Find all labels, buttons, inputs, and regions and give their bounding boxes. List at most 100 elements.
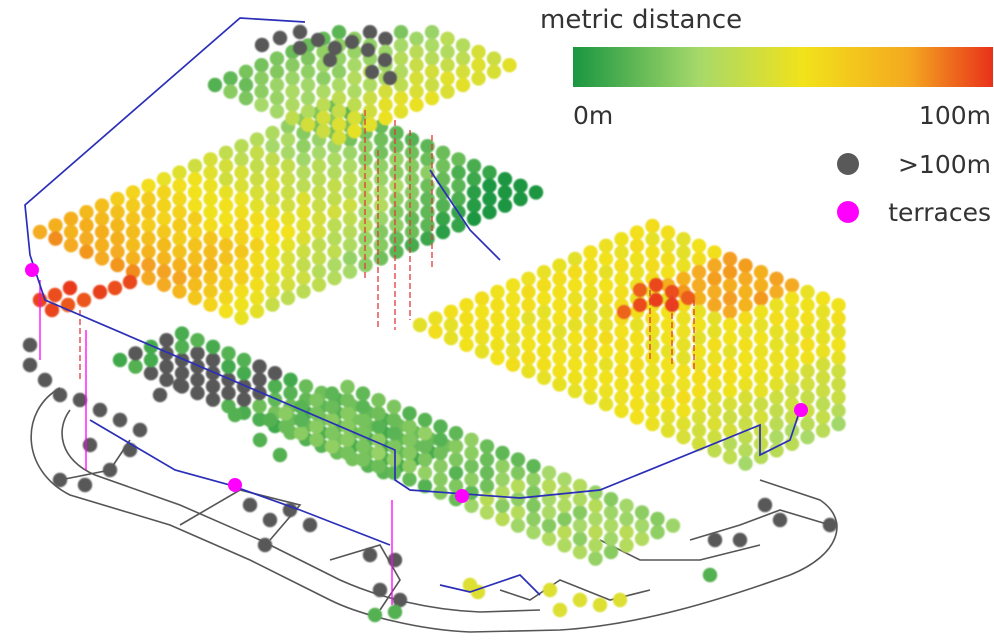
distance-dot — [557, 538, 572, 553]
distance-dot — [298, 379, 314, 394]
distance-dot — [784, 304, 800, 319]
legend-color-scale — [573, 47, 993, 87]
distance-dot — [691, 251, 707, 267]
distance-dot — [409, 71, 424, 86]
distance-dot — [110, 218, 125, 233]
distance-dot — [831, 364, 846, 379]
distance-dot — [285, 110, 300, 126]
distance-dot — [603, 492, 619, 507]
distance-dot — [598, 397, 614, 412]
distance-dots — [22, 24, 846, 623]
distance-dot — [474, 304, 490, 319]
distance-dot — [629, 238, 645, 253]
distance-dot — [552, 377, 567, 392]
distance-dot — [464, 459, 479, 474]
distance-dot — [583, 271, 598, 286]
distance-dot — [280, 264, 296, 279]
distance-dot — [280, 290, 296, 306]
distance-dot — [676, 364, 691, 379]
distance-dot — [234, 218, 249, 233]
distance-dot — [125, 238, 141, 253]
distance-dot — [588, 485, 603, 500]
distance-dot — [296, 284, 311, 299]
distance-dot — [141, 271, 156, 286]
distance-dot — [417, 452, 433, 467]
distance-dot — [676, 377, 691, 392]
distance-dot — [536, 370, 552, 385]
distance-dot — [249, 264, 265, 279]
distance-dot — [37, 372, 53, 388]
distance-dot — [424, 91, 440, 106]
distance-dot — [172, 377, 188, 393]
distance-dot — [412, 317, 428, 333]
distance-dot — [203, 218, 218, 233]
distance-dot — [831, 350, 846, 366]
distance-dot — [311, 198, 327, 213]
distance-dot — [536, 357, 552, 372]
distance-dot — [769, 403, 784, 418]
distance-dot — [112, 412, 128, 428]
distance-dot — [285, 71, 300, 86]
distance-dot — [707, 403, 722, 418]
distance-dot — [722, 331, 738, 346]
distance-dot — [293, 412, 309, 428]
distance-dot — [660, 344, 676, 359]
distance-dot — [588, 525, 603, 540]
distance-dot — [650, 525, 665, 540]
distance-dot — [567, 251, 583, 267]
distance-dot — [174, 339, 190, 354]
distance-dot — [707, 416, 722, 432]
distance-dot — [296, 231, 311, 246]
distance-dot — [479, 439, 495, 454]
distance-dot — [282, 502, 298, 518]
distance-dot — [311, 145, 327, 160]
distance-dot — [583, 377, 598, 392]
distance-dot — [769, 443, 784, 458]
distance-dot — [629, 317, 645, 333]
distance-dot — [455, 77, 471, 93]
distance-dot — [234, 152, 249, 167]
distance-dot — [285, 97, 300, 113]
distance-dot — [784, 357, 800, 372]
distance-dot — [300, 91, 316, 106]
distance-dot — [464, 472, 479, 487]
distance-dot — [471, 57, 486, 73]
legend-scale-min: 0m — [573, 101, 613, 130]
distance-dot — [510, 518, 526, 533]
distance-dot — [156, 198, 172, 213]
distance-dot — [371, 393, 386, 408]
distance-dot — [466, 185, 482, 200]
distance-dot — [367, 607, 383, 623]
distance-dot — [702, 567, 718, 583]
distance-dot — [583, 284, 598, 300]
distance-dot — [296, 139, 311, 154]
distance-dot — [324, 412, 340, 428]
distance-dot — [676, 390, 691, 405]
distance-dot — [676, 337, 691, 352]
distance-dot — [619, 498, 634, 513]
distance-dot — [218, 304, 234, 319]
distance-dot — [218, 224, 234, 240]
distance-dot — [311, 251, 327, 266]
distance-dot — [393, 38, 409, 53]
distance-dot — [331, 77, 347, 93]
distance-dot — [707, 443, 722, 458]
distance-dot — [269, 91, 285, 106]
distance-dot — [249, 224, 265, 240]
distance-dot — [598, 278, 614, 293]
distance-dot — [707, 350, 722, 366]
distance-dot — [738, 443, 753, 458]
ground-path-inner — [61, 409, 541, 613]
distance-dot — [76, 292, 92, 308]
distance-dot — [676, 350, 691, 366]
distance-dot — [753, 357, 769, 372]
distance-dot — [831, 377, 846, 392]
distance-dot — [583, 311, 598, 326]
distance-dot — [707, 298, 722, 313]
distance-dot — [234, 139, 249, 154]
distance-dot — [205, 352, 221, 368]
distance-dot — [433, 459, 448, 474]
distance-dot — [172, 191, 187, 207]
distance-dot — [63, 238, 79, 253]
distance-dot — [172, 178, 187, 193]
